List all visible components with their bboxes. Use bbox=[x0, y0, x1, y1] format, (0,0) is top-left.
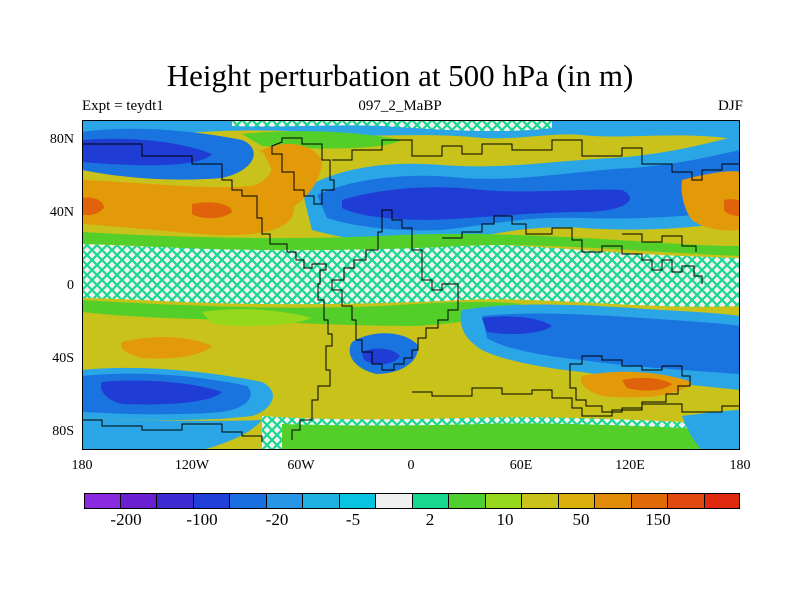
colorbar-segment bbox=[84, 493, 121, 509]
colorbar-segment bbox=[230, 493, 267, 509]
colorbar-segment bbox=[120, 493, 157, 509]
lon-tick-120w: 120W bbox=[174, 458, 210, 473]
colorbar-segment bbox=[157, 493, 194, 509]
colorbar-segment bbox=[412, 493, 449, 509]
colorbar-segment bbox=[595, 493, 632, 509]
lon-tick-0: 0 bbox=[407, 458, 415, 473]
colorbar-segment bbox=[668, 493, 705, 509]
lon-tick-60w: 60W bbox=[287, 458, 315, 473]
colorbar-segment bbox=[631, 493, 668, 509]
lon-tick-180-left: 180 bbox=[71, 458, 93, 473]
colorbar-segment bbox=[266, 493, 303, 509]
lat-tick-0: 0 bbox=[67, 278, 74, 293]
south-pole-green bbox=[282, 423, 740, 450]
colorbar-segment bbox=[449, 493, 486, 509]
lon-tick-60e: 60E bbox=[509, 458, 533, 473]
southern-ocean-trough-core bbox=[100, 380, 222, 405]
lat-tick-40s: 40S bbox=[52, 351, 74, 366]
colorbar-segment bbox=[339, 493, 376, 509]
lat-tick-80s: 80S bbox=[52, 424, 74, 439]
greenland-ridge bbox=[262, 144, 322, 208]
colorbar-label-150: 150 bbox=[645, 510, 671, 529]
north-america-ridge bbox=[82, 150, 294, 236]
colorbar-segment bbox=[558, 493, 595, 509]
coastlines bbox=[82, 137, 740, 442]
period-label: 097_2_MaBP bbox=[358, 98, 442, 114]
colorbar-label-2: 2 bbox=[425, 510, 435, 529]
experiment-label: Expt = teydt1 bbox=[82, 98, 164, 114]
lon-tick-180-right: 180 bbox=[729, 458, 751, 473]
season-label: DJF bbox=[717, 98, 743, 114]
arctic-green bbox=[242, 131, 402, 149]
colorbar-segment bbox=[193, 493, 230, 509]
colorbar-label-neg200: -200 bbox=[110, 510, 142, 529]
colorbar-label-neg100: -100 bbox=[186, 510, 218, 529]
colorbar-label-neg20: -20 bbox=[265, 510, 289, 529]
tropical-green-south bbox=[82, 300, 522, 326]
map-frame-border bbox=[82, 120, 740, 450]
north-pacific-low-core bbox=[82, 138, 212, 166]
colorbar-segment bbox=[376, 493, 413, 509]
colorbar-segment bbox=[303, 493, 340, 509]
colorbar-segment bbox=[704, 493, 740, 509]
atlantic-ridge bbox=[681, 171, 740, 231]
south-indian-trough-core bbox=[482, 316, 552, 334]
height-perturbation-map bbox=[82, 120, 740, 450]
south-pole-negative bbox=[682, 410, 740, 450]
colorbar-segment bbox=[522, 493, 559, 509]
tropical-yellow-patch bbox=[202, 309, 312, 326]
arctic-neutral-top bbox=[232, 120, 552, 132]
colorbar-label-50: 50 bbox=[572, 510, 590, 529]
map-title: Height perturbation at 500 hPa (in m) bbox=[166, 58, 634, 93]
tropical-neutral-band bbox=[82, 243, 740, 307]
tropical-green-north bbox=[82, 232, 740, 256]
colorbar-label-10: 10 bbox=[496, 510, 514, 529]
south-pacific-ridge bbox=[120, 337, 212, 359]
colorbar bbox=[84, 493, 740, 509]
southern-ridge-core bbox=[622, 377, 672, 391]
lon-tick-120e: 120E bbox=[615, 458, 645, 473]
lat-tick-80n: 80N bbox=[49, 132, 74, 147]
colorbar-label-neg5: -5 bbox=[345, 510, 361, 529]
eurasian-trough-core bbox=[342, 187, 630, 220]
lat-tick-40n: 40N bbox=[49, 205, 74, 220]
colorbar-segment bbox=[485, 493, 522, 509]
north-america-ridge-core bbox=[192, 202, 232, 219]
